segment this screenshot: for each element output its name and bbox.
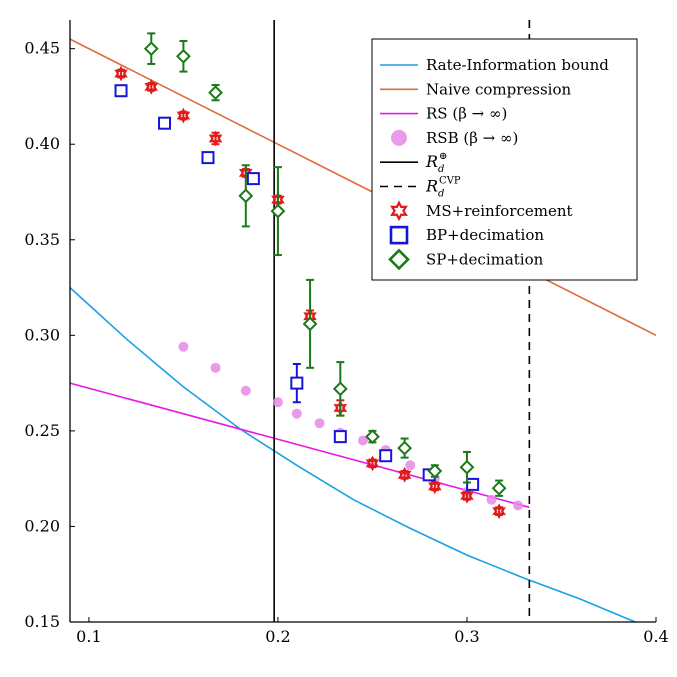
sp-decimation-point (459, 459, 475, 475)
bp-decimation-point (466, 477, 480, 491)
legend-box (371, 38, 638, 281)
ms-reinforcement-point (144, 79, 159, 95)
y-tick-label: 0.45 (24, 39, 60, 58)
legend-symbol-rsb (391, 129, 407, 146)
line-rs (69, 382, 530, 509)
sp-decimation-point (365, 429, 380, 445)
sp-decimation-point (270, 203, 286, 219)
sp-decimation-point (208, 85, 223, 101)
sp-decimation-point (332, 381, 348, 397)
rsb-point (291, 408, 302, 419)
ms-reinforcement-point (460, 488, 474, 504)
ms-reinforcement-point (428, 478, 442, 495)
x-tick-label: 0.1 (76, 627, 101, 646)
y-tick-label: 0.30 (24, 325, 60, 344)
legend-label-naive: Naive compression (426, 80, 572, 98)
rsb-point (486, 494, 497, 505)
y-tick-label: 0.20 (24, 516, 60, 535)
x-tick-label: 0.2 (265, 627, 290, 646)
axes-layer: 0.1 0.2 0.3 0.4 0.15 0.20 0.25 0.30 0.35 0.40 0.45 (24, 20, 669, 646)
legend-label-rsb: RSB (β → ∞) (426, 129, 518, 147)
legend: Rate-Information bound Naive compression R… (371, 38, 638, 281)
x-tick-label: 0.4 (643, 627, 668, 646)
sp-decimation-point (176, 48, 191, 64)
rsb-point (210, 362, 221, 373)
bp-decimation-point (246, 172, 260, 186)
ms-reinforcement-point (492, 503, 506, 520)
legend-symbol-sp (388, 248, 410, 271)
sp-decimation-point (427, 463, 443, 479)
line-rate-information-bound (69, 287, 636, 623)
rsb-point (272, 397, 283, 408)
legend-label-rs: RS (β → ∞) (426, 105, 507, 123)
y-tick-label: 0.25 (24, 421, 60, 440)
legend-label-ms: MS+reinforcement (426, 202, 573, 220)
y-tick-label: 0.15 (24, 612, 60, 631)
legend-label-ri: Rate-Information bound (426, 56, 609, 74)
y-tick-label: 0.35 (24, 230, 60, 249)
y-tick-label: 0.40 (24, 134, 60, 153)
legend-label-rdcvp: RCVP d (425, 176, 461, 200)
ms-reinforcement-point (365, 455, 380, 472)
bp-decimation-point (290, 376, 304, 390)
bp-decimation-point (114, 84, 128, 98)
markers-layer (114, 32, 524, 520)
ms-reinforcement-point (208, 130, 223, 147)
legend-label-rdplus: R⊕ d (425, 151, 447, 175)
bp-decimation-point (379, 449, 393, 463)
rsb-point (178, 341, 189, 352)
ms-reinforcement-point (114, 65, 128, 82)
ms-reinforcement-point (176, 107, 191, 124)
rsb-point (513, 500, 524, 511)
sp-decimation-point (302, 316, 318, 332)
bp-decimation-point (158, 116, 172, 130)
sp-decimation-point (238, 188, 254, 204)
legend-symbol-bp (389, 225, 409, 245)
rsb-point (358, 435, 368, 446)
rsb-point (240, 385, 251, 396)
bp-decimation-point (333, 430, 347, 444)
sp-decimation-point (397, 440, 413, 456)
x-tick-label: 0.3 (454, 627, 479, 646)
sp-decimation-point (491, 480, 507, 496)
legend-label-sp: SP+decimation (426, 250, 544, 268)
curves-layer (69, 38, 657, 623)
line-naive-compression (69, 38, 657, 337)
rsb-point (314, 418, 325, 429)
ms-reinforcement-point (397, 466, 412, 483)
sp-decimation-point (143, 41, 159, 57)
bp-decimation-point (201, 151, 215, 165)
legend-label-bp: BP+decimation (426, 226, 544, 244)
legend-symbol-ms (390, 200, 408, 222)
rsb-point (405, 460, 416, 471)
